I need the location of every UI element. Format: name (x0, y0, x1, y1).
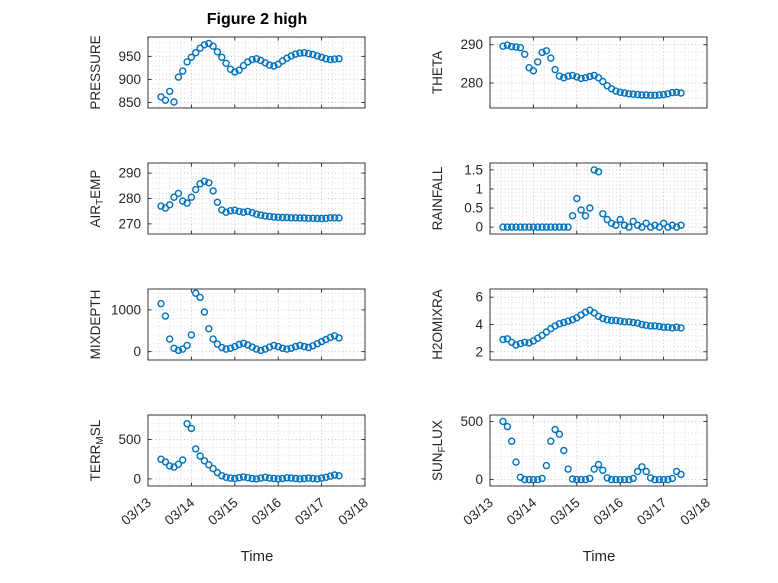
y-tick-labels: 0 1000 (111, 302, 141, 359)
figure-title: Figure 2 high (206, 11, 308, 28)
subplot-theta: 280 290 THETA (430, 36, 708, 109)
svg-text:03/16: 03/16 (249, 495, 285, 528)
svg-text:500: 500 (460, 414, 483, 429)
data-points (157, 39, 343, 106)
svg-text:280: 280 (460, 76, 483, 91)
data-points (157, 420, 343, 483)
svg-text:0.5: 0.5 (464, 201, 483, 216)
svg-text:4: 4 (475, 317, 483, 332)
axes-box (147, 414, 366, 487)
y-tick-labels: 280 290 (460, 37, 483, 90)
data-points (499, 166, 685, 231)
svg-text:0: 0 (475, 220, 483, 235)
tick-marks (489, 289, 708, 360)
y-axis-label: MIXDEPTH (88, 290, 103, 360)
y-axis-label: PRESSURE (88, 35, 103, 109)
subplot-mixdepth: 0 1000 MIXDEPTH (88, 288, 366, 361)
svg-text:03/16: 03/16 (591, 495, 627, 528)
y-tick-labels: 270 280 290 (118, 166, 141, 232)
y-tick-labels: 0 0.5 1 1.5 (464, 162, 483, 234)
subplot-pressure: 850 900 950 PRESSURE (88, 35, 366, 110)
svg-text:03/17: 03/17 (634, 495, 670, 528)
data-points (499, 417, 685, 484)
tick-marks (147, 37, 366, 108)
data-points (499, 41, 685, 100)
svg-text:2: 2 (475, 344, 483, 359)
svg-text:0: 0 (133, 344, 141, 359)
x-tick-labels: 03/13 03/14 03/15 03/16 03/17 03/18 (118, 495, 371, 529)
subplot-terr_msl: 0 500 03/13 03/14 03/15 03/16 03/17 03/18 TERRMS… (88, 414, 371, 529)
svg-text:1: 1 (475, 181, 483, 196)
svg-text:03/14: 03/14 (162, 495, 198, 529)
svg-text:290: 290 (460, 37, 483, 52)
y-axis-label: AIRTEMP (88, 170, 106, 228)
grid (490, 289, 707, 360)
y-tick-labels: 850 900 950 (118, 49, 141, 110)
tick-marks (147, 163, 366, 234)
axes-box (147, 288, 366, 361)
svg-text:03/13: 03/13 (118, 495, 154, 528)
tick-marks (147, 289, 366, 360)
svg-text:03/13: 03/13 (460, 495, 496, 528)
svg-text:850: 850 (118, 95, 141, 110)
subplot-h2omixra: 2 4 6 H2OMIXRA (430, 288, 708, 361)
svg-text:03/17: 03/17 (292, 495, 328, 528)
axes-box (489, 36, 708, 109)
svg-text:950: 950 (118, 49, 141, 64)
y-tick-labels: 2 4 6 (475, 290, 483, 360)
svg-text:500: 500 (118, 432, 141, 447)
svg-text:280: 280 (118, 191, 141, 206)
svg-text:1.5: 1.5 (464, 162, 483, 177)
svg-text:1000: 1000 (111, 302, 141, 317)
svg-text:900: 900 (118, 72, 141, 87)
tick-marks (489, 415, 708, 486)
tick-marks (489, 163, 708, 234)
y-axis-label: THETA (430, 51, 445, 94)
grid (490, 163, 707, 234)
y-axis-label: TERRMSL (88, 419, 106, 481)
svg-text:6: 6 (475, 290, 483, 305)
y-tick-labels: 0 500 (118, 432, 141, 486)
x-tick-labels: 03/13 03/14 03/15 03/16 03/17 03/18 (460, 495, 713, 529)
svg-text:03/18: 03/18 (677, 495, 713, 528)
axes-box (489, 414, 708, 487)
grid (148, 163, 365, 234)
x-axis-label-right: Time (582, 548, 616, 565)
svg-text:03/18: 03/18 (335, 495, 371, 528)
svg-text:03/14: 03/14 (504, 495, 540, 529)
subplot-sun_flux: 0 500 03/13 03/14 03/15 03/16 03/17 03/18 SUNFLU… (430, 414, 713, 528)
svg-text:0: 0 (133, 471, 141, 486)
svg-text:290: 290 (118, 166, 141, 181)
svg-text:270: 270 (118, 216, 141, 231)
y-axis-label: SUNFLUX (430, 420, 448, 481)
subplot-rainfall: 0 0.5 1 1.5 RAINFALL (430, 162, 708, 235)
y-tick-labels: 0 500 (460, 414, 483, 487)
y-axis-label: RAINFALL (430, 166, 445, 230)
y-axis-label: H2OMIXRA (430, 289, 445, 360)
tick-marks (147, 415, 366, 486)
svg-text:03/15: 03/15 (205, 495, 241, 528)
axes-box (489, 162, 708, 235)
tick-marks (489, 37, 708, 108)
subplot-air_temp: 270 280 290 AIRTEMP (88, 162, 366, 235)
axes-box (147, 36, 366, 109)
svg-text:03/15: 03/15 (547, 495, 583, 528)
grid (490, 37, 707, 108)
data-points (499, 306, 685, 349)
x-axis-label-left: Time (240, 548, 274, 565)
svg-text:0: 0 (475, 472, 483, 487)
data-points (157, 177, 343, 223)
data-points (157, 289, 343, 355)
